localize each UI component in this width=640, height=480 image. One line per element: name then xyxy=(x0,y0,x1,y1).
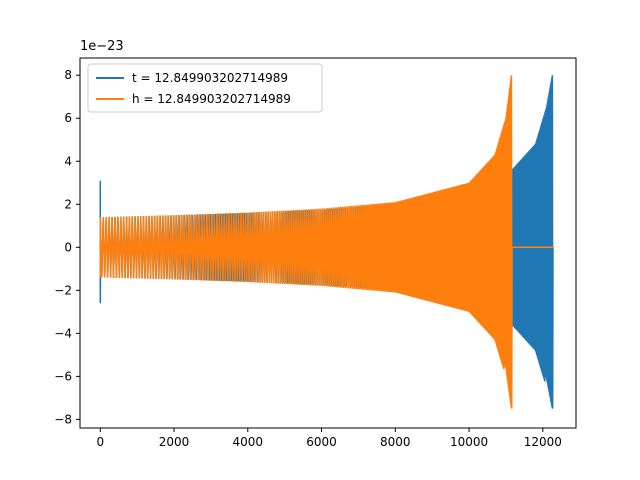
y-scale-offset-label: 1e−23 xyxy=(80,39,124,54)
x-tick-label: 2000 xyxy=(159,435,190,449)
y-tick-label: −8 xyxy=(54,412,72,426)
y-tick-label: 4 xyxy=(64,154,72,168)
legend: t = 12.849903202714989 h = 12.84990320271… xyxy=(87,63,323,113)
y-tick-label: −2 xyxy=(54,283,72,297)
plot-area xyxy=(99,75,554,409)
x-tick-label: 4000 xyxy=(233,435,264,449)
legend-box xyxy=(87,63,323,113)
legend-label: t = 12.849903202714989 xyxy=(132,71,288,85)
series-line-1 xyxy=(99,75,554,409)
x-tick-label: 8000 xyxy=(380,435,411,449)
x-tick-label: 0 xyxy=(96,435,104,449)
x-tick-label: 10000 xyxy=(450,435,488,449)
axes-frame xyxy=(79,57,577,429)
x-tick-label: 6000 xyxy=(306,435,337,449)
y-tick-label: 2 xyxy=(64,197,72,211)
y-tick-label: 6 xyxy=(64,111,72,125)
legend-label: h = 12.849903202714989 xyxy=(132,92,291,106)
y-tick-label: −4 xyxy=(54,326,72,340)
x-tick-label: 12000 xyxy=(524,435,562,449)
y-tick-label: −6 xyxy=(54,369,72,383)
y-tick-label: 8 xyxy=(64,68,72,82)
y-tick-label: 0 xyxy=(64,240,72,254)
axes: 0 2000 4000 6000 8000 10000 12000 −8 −6 −4 −2 0 2 4 6 8 xyxy=(54,57,577,449)
